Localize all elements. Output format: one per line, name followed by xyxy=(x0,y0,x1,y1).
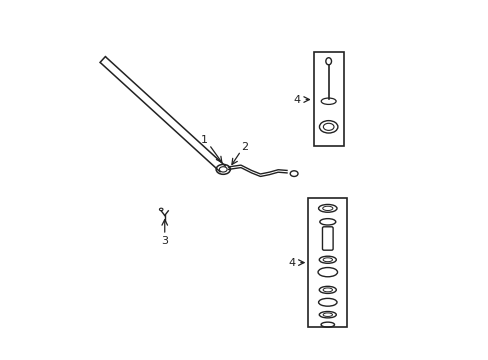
Text: 4: 4 xyxy=(287,258,295,267)
Text: 1: 1 xyxy=(201,135,208,145)
Text: 3: 3 xyxy=(161,236,168,246)
Bar xyxy=(307,198,346,327)
Bar xyxy=(313,53,343,146)
Text: 2: 2 xyxy=(241,143,247,152)
Text: 4: 4 xyxy=(293,95,300,104)
